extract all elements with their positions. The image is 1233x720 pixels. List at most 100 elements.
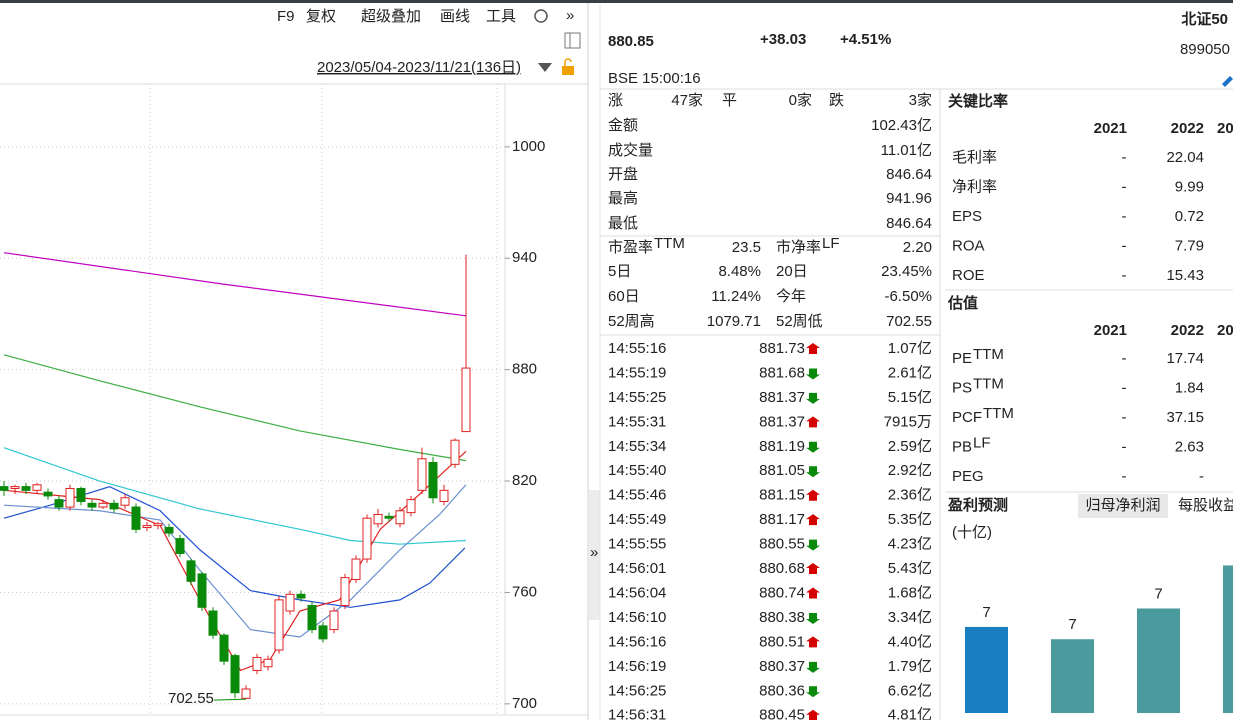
trade-time: 14:55:49 — [608, 511, 666, 528]
cell: 7.79 — [1175, 237, 1204, 254]
cell: 37.15 — [1166, 409, 1204, 426]
trade-price: 881.15 — [759, 487, 805, 504]
candle-body — [318, 625, 328, 640]
stat-label: 开盘 — [608, 165, 638, 183]
candle-body — [208, 610, 218, 636]
trade-arrow — [806, 343, 820, 354]
column-header: 20 — [1217, 120, 1233, 137]
stat-value: 2.20 — [903, 239, 932, 256]
candle-body — [32, 484, 42, 491]
trade-price: 880.51 — [759, 633, 805, 650]
candle-body — [87, 502, 97, 508]
forecast-unit: (十亿) — [952, 524, 992, 541]
trade-price: 880.74 — [759, 584, 805, 601]
stat-value: 8.48% — [718, 263, 761, 280]
trade-time: 14:55:34 — [608, 438, 666, 455]
trade-volume: 4.81亿 — [888, 707, 932, 720]
stat-value: -6.50% — [884, 288, 932, 305]
min-pointer — [213, 698, 247, 701]
column-header: 2021 — [1094, 322, 1127, 339]
bar — [965, 626, 1008, 713]
panel-icon[interactable] — [564, 32, 581, 49]
toolbar-item[interactable]: 超级叠加 — [361, 8, 421, 25]
stat-label: 52周高 — [608, 313, 655, 330]
change-pct: +4.51% — [840, 31, 891, 48]
row-label: PE — [952, 350, 972, 367]
trade-volume: 7915万 — [884, 413, 932, 430]
toolbar-item[interactable]: F9 — [277, 8, 295, 25]
candle-body — [461, 367, 471, 433]
bar-label: 7 — [1068, 616, 1076, 633]
trade-arrow — [806, 686, 820, 698]
stat-label: 最高 — [608, 190, 638, 207]
collapse-handle[interactable] — [589, 490, 600, 620]
y-tick-label: 1000 — [512, 138, 545, 155]
candle-body — [230, 655, 240, 694]
ratios-title: 关键比率 — [948, 92, 1008, 110]
settings-icon[interactable] — [534, 9, 548, 23]
tab-selected-bg — [1078, 494, 1168, 518]
forecast-tab[interactable]: 每股收益 — [1178, 497, 1233, 514]
moving-average — [3, 484, 467, 638]
stat-label: 5日 — [608, 263, 631, 280]
trade-volume: 1.79亿 — [888, 658, 932, 675]
range-dropdown[interactable] — [538, 63, 552, 72]
toolbar-item[interactable]: 工具 — [486, 8, 516, 25]
trade-time: 14:56:16 — [608, 633, 666, 650]
moving-average — [3, 447, 467, 545]
expand-icon[interactable]: » — [566, 7, 574, 24]
trade-volume: 5.35亿 — [888, 511, 932, 528]
trade-volume: 2.36亿 — [888, 487, 932, 504]
date-range[interactable]: 2023/05/04-2023/11/21(136日) — [317, 59, 521, 76]
trade-price: 880.68 — [759, 560, 805, 577]
candle-body — [76, 487, 86, 502]
candle-body — [395, 510, 405, 525]
bar-label: 7 — [1154, 585, 1162, 602]
trade-arrow — [806, 539, 820, 551]
lock-icon[interactable] — [562, 66, 574, 75]
trade-arrow — [806, 563, 820, 575]
cell: - — [1122, 468, 1127, 485]
trade-price: 880.36 — [759, 682, 805, 699]
toolbar-item[interactable]: 画线 — [440, 8, 470, 25]
trade-arrow — [806, 416, 820, 428]
candle-body — [219, 634, 229, 662]
trade-volume: 6.62亿 — [888, 682, 932, 699]
trade-arrow — [806, 466, 820, 478]
cell: - — [1122, 438, 1127, 455]
forecast-tab[interactable]: 归母净利润 — [1085, 497, 1160, 514]
trade-volume: 5.43亿 — [888, 560, 932, 577]
edit-icon[interactable] — [1222, 76, 1233, 87]
stat-value: 702.55 — [886, 313, 932, 330]
trade-price: 880.55 — [759, 536, 805, 553]
candle-body — [263, 658, 273, 668]
trade-arrow — [806, 392, 820, 404]
breadth-label: 跌 — [829, 92, 844, 109]
trade-time: 14:56:01 — [608, 560, 666, 577]
candle-body — [362, 517, 372, 560]
trade-volume: 5.15亿 — [888, 389, 932, 406]
trade-arrow — [806, 441, 820, 453]
stat-label: 52周低 — [776, 313, 823, 330]
stat-value: 11.01亿 — [881, 142, 932, 159]
top-strip — [0, 0, 1233, 3]
trade-time: 14:55:40 — [608, 462, 666, 479]
candle-body — [285, 593, 295, 612]
candle-body — [175, 538, 185, 554]
y-tick-label: 940 — [512, 249, 537, 266]
toolbar-item[interactable]: 复权 — [306, 7, 336, 25]
change: +38.03 — [760, 31, 806, 48]
candle-body — [65, 487, 75, 508]
candle-body — [450, 439, 460, 465]
row-label: 毛利率 — [952, 149, 997, 166]
collapse-arrow[interactable]: » — [590, 544, 598, 561]
trade-time: 14:55:46 — [608, 487, 666, 504]
candle-body — [241, 688, 251, 699]
trade-arrow — [806, 587, 820, 599]
trade-volume: 2.59亿 — [888, 438, 932, 455]
stat-value: 1079.71 — [707, 313, 761, 330]
cell: 15.43 — [1166, 267, 1204, 284]
trade-price: 880.37 — [759, 658, 805, 675]
row-label: 净利率 — [952, 178, 997, 195]
